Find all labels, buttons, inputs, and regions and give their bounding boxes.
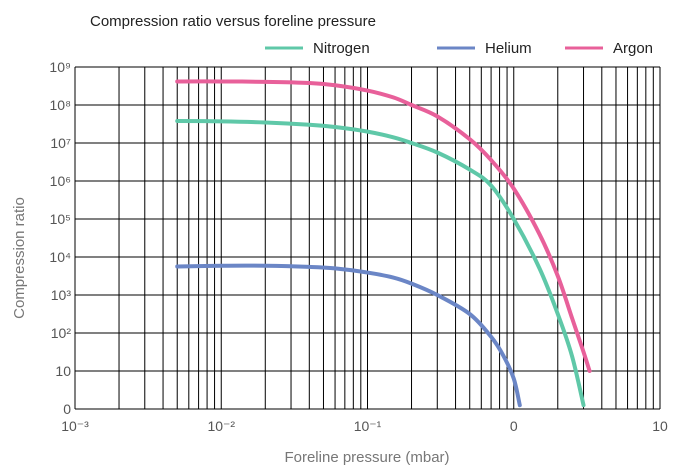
y-tick-label: 10⁴: [49, 249, 71, 265]
y-tick-label: 0: [63, 401, 71, 417]
series-line-nitrogen: [175, 118, 586, 408]
y-tick-label: 10⁹: [49, 59, 71, 75]
y-tick-label: 10⁸: [50, 97, 72, 113]
y-tick-label: 10⁶: [50, 173, 71, 189]
legend-label-argon: Argon: [613, 40, 653, 57]
y-tick-label: 10²: [51, 325, 72, 341]
x-tick-label: 10⁻³: [61, 418, 89, 434]
series-line-argon: [175, 79, 592, 373]
chart-title: Compression ratio versus foreline pressu…: [90, 13, 376, 30]
legend-label-helium: Helium: [485, 40, 532, 57]
y-tick-label: 10: [55, 363, 71, 379]
y-axis-label: Compression ratio: [11, 197, 28, 319]
grid: [74, 66, 661, 410]
legend: Nitrogen Helium Argon: [265, 40, 653, 57]
x-tick-label: 10⁻²: [207, 418, 235, 434]
x-tick-label: 0: [510, 418, 518, 434]
series-line-helium: [175, 263, 522, 408]
series-group: [175, 79, 592, 408]
y-tick-label: 10³: [51, 287, 72, 303]
x-tick-label: 10: [652, 418, 668, 434]
y-tick-label: 10⁷: [50, 135, 71, 151]
legend-label-nitrogen: Nitrogen: [313, 40, 370, 57]
x-tick-label: 10⁻¹: [354, 418, 382, 434]
y-axis-ticks: 0 10 10² 10³ 10⁴ 10⁵ 10⁶ 10⁷ 10⁸ 10⁹: [49, 59, 71, 417]
y-tick-label: 10⁵: [50, 211, 71, 227]
x-axis-label: Foreline pressure (mbar): [284, 449, 449, 466]
x-axis-ticks: 10⁻³ 10⁻² 10⁻¹ 0 10: [61, 418, 668, 434]
